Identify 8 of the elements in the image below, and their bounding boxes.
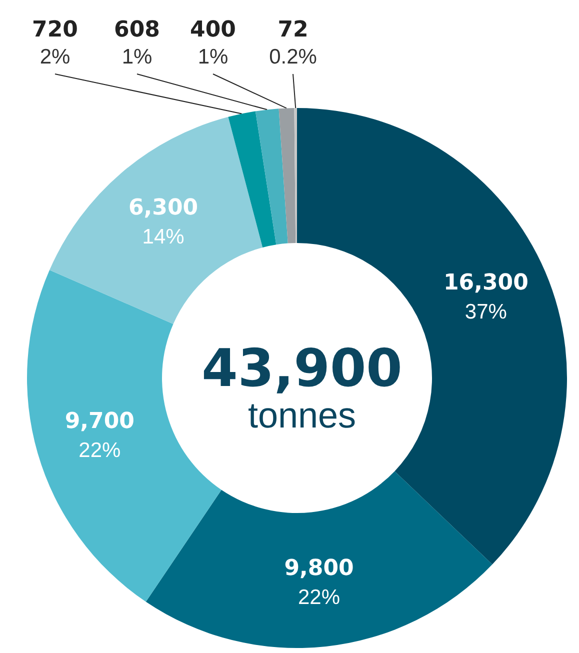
data-label: 6,300 14%: [128, 195, 198, 248]
data-label: 9,800 22%: [284, 556, 354, 609]
data-label: 400 1%: [190, 18, 236, 68]
data-label: 720 2%: [32, 18, 78, 68]
data-label: 16,300 37%: [443, 270, 528, 324]
data-label: 72 0.2%: [269, 18, 317, 68]
data-label: 608 1%: [114, 18, 160, 68]
data-label: 9,700 22%: [64, 408, 134, 462]
